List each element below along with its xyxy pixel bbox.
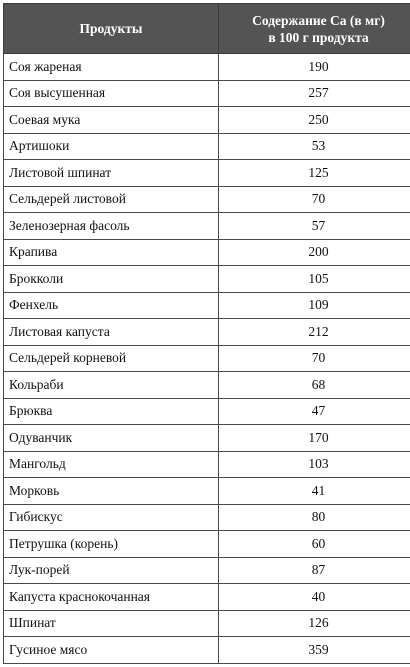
calcium-value: 170: [218, 424, 410, 452]
calcium-value: 41: [218, 477, 410, 505]
calcium-value: 250: [218, 106, 410, 134]
calcium-value: 103: [218, 450, 410, 478]
table-row: Капуста краснокочанная 40: [3, 583, 410, 611]
product-name: Фенхель: [3, 291, 219, 319]
product-name: Крапива: [3, 238, 219, 266]
header-products: Продукты: [3, 3, 219, 54]
calcium-value: 53: [218, 132, 410, 160]
product-name: Петрушка (корень): [3, 530, 219, 558]
table-row: Мангольд 103: [3, 450, 410, 478]
product-name: Листовая капуста: [3, 318, 219, 346]
calcium-value: 68: [218, 371, 410, 399]
calcium-value: 359: [218, 636, 410, 664]
table-row: Сельдерей корневой 70: [3, 344, 410, 372]
calcium-value: 109: [218, 291, 410, 319]
header-calcium-content: Содержание Са (в мг) в 100 г продукта: [218, 3, 410, 54]
table-row: Артишоки 53: [3, 132, 410, 160]
calcium-value: 70: [218, 344, 410, 372]
calcium-value: 47: [218, 397, 410, 425]
header-calcium-line1: Содержание Са (в мг): [252, 12, 385, 28]
table-row: Гибискус 80: [3, 503, 410, 531]
table-row: Соя жареная 190: [3, 53, 410, 81]
product-name: Морковь: [3, 477, 219, 505]
table-row: Кольраби 68: [3, 371, 410, 399]
table-header-row: Продукты Содержание Са (в мг) в 100 г пр…: [3, 3, 410, 54]
calcium-value: 60: [218, 530, 410, 558]
calcium-value: 70: [218, 185, 410, 213]
table-row: Брокколи 105: [3, 265, 410, 293]
calcium-value: 190: [218, 53, 410, 81]
table-row: Гусиное мясо 359: [3, 636, 410, 664]
table-row: Листовая капуста 212: [3, 318, 410, 346]
calcium-value: 40: [218, 583, 410, 611]
table-row: Зеленозерная фасоль 57: [3, 212, 410, 240]
calcium-value: 57: [218, 212, 410, 240]
product-name: Сельдерей листовой: [3, 185, 219, 213]
table-row: Брюква 47: [3, 397, 410, 425]
calcium-value: 126: [218, 609, 410, 637]
table-row: Лук-порей 87: [3, 556, 410, 584]
calcium-value: 212: [218, 318, 410, 346]
table-row: Петрушка (корень) 60: [3, 530, 410, 558]
product-name: Брюква: [3, 397, 219, 425]
calcium-content-table: Продукты Содержание Са (в мг) в 100 г пр…: [3, 3, 410, 664]
product-name: Одуванчик: [3, 424, 219, 452]
product-name: Соя жареная: [3, 53, 219, 81]
calcium-value: 200: [218, 238, 410, 266]
calcium-value: 105: [218, 265, 410, 293]
product-name: Сельдерей корневой: [3, 344, 219, 372]
table-row: Шпинат 126: [3, 609, 410, 637]
table-row: Морковь 41: [3, 477, 410, 505]
product-name: Капуста краснокочанная: [3, 583, 219, 611]
calcium-table-container: Продукты Содержание Са (в мг) в 100 г пр…: [3, 3, 410, 664]
product-name: Лук-порей: [3, 556, 219, 584]
table-row: Листовой шпинат 125: [3, 159, 410, 187]
product-name: Гусиное мясо: [3, 636, 219, 664]
table-row: Крапива 200: [3, 238, 410, 266]
product-name: Соя высушенная: [3, 79, 219, 107]
table-body: Соя жареная 190 Соя высушенная 257 Соевая …: [3, 53, 410, 664]
table-row: Сельдерей листовой 70: [3, 185, 410, 213]
product-name: Артишоки: [3, 132, 219, 160]
calcium-value: 80: [218, 503, 410, 531]
header-calcium-line2: в 100 г продукта: [268, 29, 369, 45]
product-name: Брокколи: [3, 265, 219, 293]
table-row: Одуванчик 170: [3, 424, 410, 452]
product-name: Кольраби: [3, 371, 219, 399]
product-name: Листовой шпинат: [3, 159, 219, 187]
product-name: Гибискус: [3, 503, 219, 531]
calcium-value: 257: [218, 79, 410, 107]
product-name: Соевая мука: [3, 106, 219, 134]
calcium-value: 87: [218, 556, 410, 584]
calcium-value: 125: [218, 159, 410, 187]
table-row: Соя высушенная 257: [3, 79, 410, 107]
table-row: Соевая мука 250: [3, 106, 410, 134]
product-name: Шпинат: [3, 609, 219, 637]
product-name: Мангольд: [3, 450, 219, 478]
table-row: Фенхель 109: [3, 291, 410, 319]
product-name: Зеленозерная фасоль: [3, 212, 219, 240]
